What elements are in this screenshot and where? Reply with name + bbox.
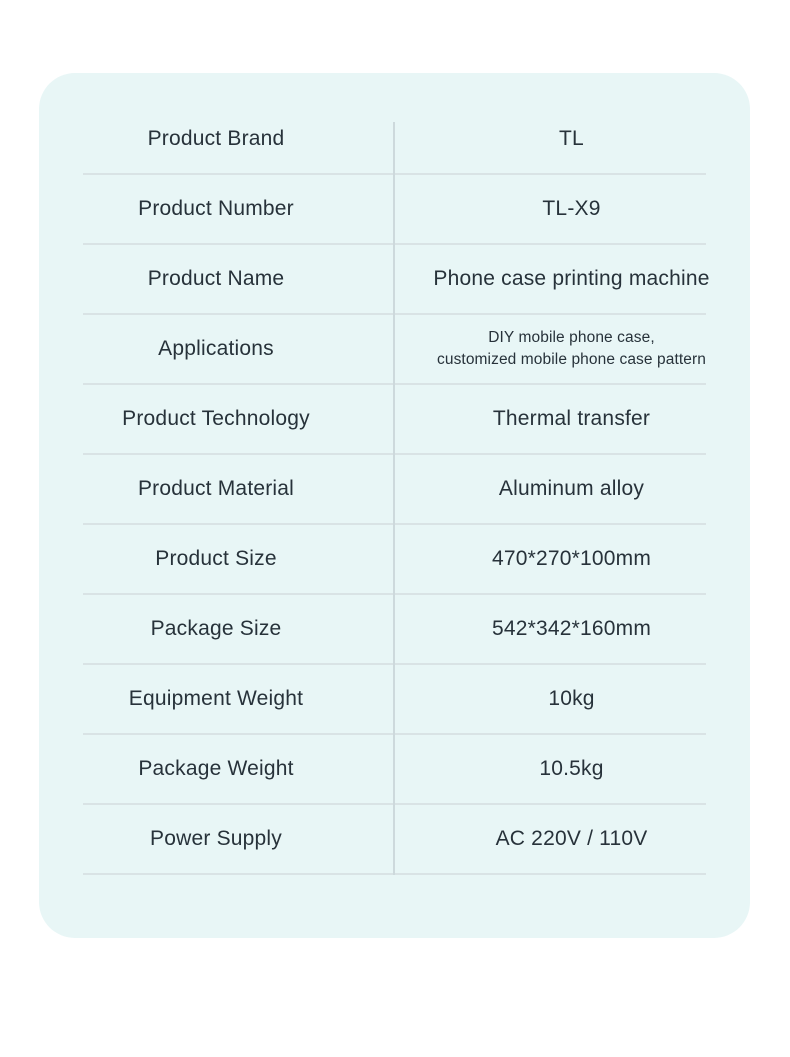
spec-value-cell: Aluminum alloy xyxy=(498,476,645,500)
spec-value-cell: Thermal transfer xyxy=(492,406,651,430)
table-row: Equipment Weight 10kg xyxy=(39,664,750,735)
column-divider xyxy=(393,122,395,875)
spec-label-cell: Package Size xyxy=(150,616,282,640)
table-row: Product Size 470*270*100mm xyxy=(39,524,750,595)
spec-label-cell: Package Weight xyxy=(138,756,294,780)
spec-label-cell: Power Supply xyxy=(150,826,282,850)
spec-label-cell: Product Technology xyxy=(122,406,310,430)
table-row: Power Supply AC 220V / 110V xyxy=(39,804,750,875)
table-row: Product Name Phone case printing machine xyxy=(39,244,750,315)
spec-value-cell: TL xyxy=(559,126,584,150)
spec-value-cell: TL-X9 xyxy=(542,196,601,220)
table-row: Package Weight 10.5kg xyxy=(39,734,750,805)
spec-value-cell: AC 220V / 110V xyxy=(495,826,648,850)
spec-label-cell: Equipment Weight xyxy=(128,686,304,710)
spec-value-cell: 10kg xyxy=(548,686,595,710)
spec-table: Product Brand TL Product Number TL-X9 Pr… xyxy=(39,104,750,875)
table-row: Package Size 542*342*160mm xyxy=(39,594,750,665)
spec-label-cell: Product Number xyxy=(138,196,294,220)
spec-label-cell: Product Material xyxy=(137,476,295,500)
table-row: Product Number TL-X9 xyxy=(39,174,750,245)
table-row: Applications DIY mobile phone case, cust… xyxy=(39,314,750,385)
table-row: Product Brand TL xyxy=(39,104,750,175)
spec-value-cell: Phone case printing machine xyxy=(433,266,710,290)
spec-label-cell: Product Size xyxy=(155,546,277,570)
spec-card: Product Brand TL Product Number TL-X9 Pr… xyxy=(39,73,750,938)
spec-label-cell: Product Brand xyxy=(147,126,285,150)
spec-value-cell: 10.5kg xyxy=(539,756,604,780)
spec-value-cell: 470*270*100mm xyxy=(491,546,652,570)
table-row: Product Material Aluminum alloy xyxy=(39,454,750,525)
spec-label-cell: Product Name xyxy=(147,266,285,290)
spec-label-cell: Applications xyxy=(158,336,274,360)
spec-value-cell: DIY mobile phone case, customized mobile… xyxy=(437,329,706,368)
table-row: Product Technology Thermal transfer xyxy=(39,384,750,455)
spec-value-cell: 542*342*160mm xyxy=(491,616,652,640)
